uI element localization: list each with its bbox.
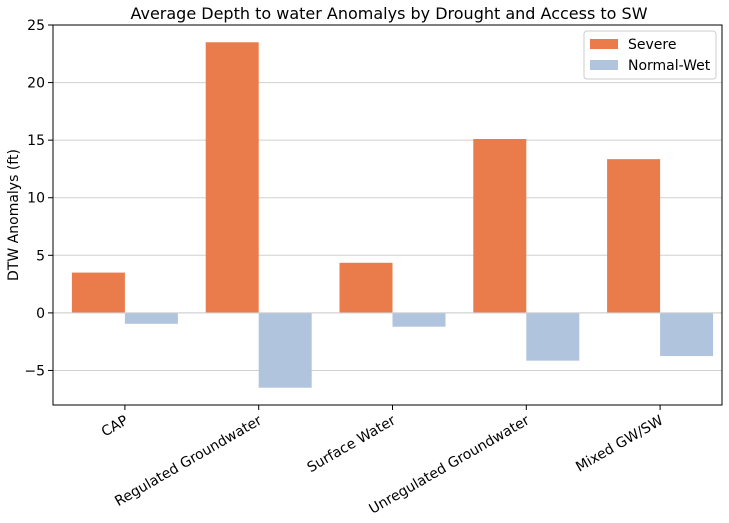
legend-swatch [590, 60, 618, 70]
legend-swatch [590, 39, 618, 49]
plot-frame [52, 24, 723, 406]
x-tick-label: Regulated Groundwater [112, 412, 265, 509]
bar-normal-wet [124, 312, 178, 324]
y-tick-label: −5 [24, 363, 45, 379]
bar-normal-wet [392, 312, 446, 327]
bar-severe [339, 262, 393, 313]
x-tick-label: Surface Water [305, 412, 399, 476]
bar-severe [205, 42, 259, 313]
bar-severe [607, 159, 661, 313]
x-tick-label: CAP [99, 413, 131, 441]
bar-severe [71, 272, 125, 313]
legend-label: Severe [628, 37, 676, 53]
y-tick-label: 0 [36, 306, 45, 322]
y-tick-label: 25 [27, 18, 45, 34]
chart-title: Average Depth to water Anomalys by Droug… [130, 4, 647, 23]
y-tick-label: 5 [36, 248, 45, 264]
y-tick-label: 20 [27, 76, 45, 92]
bar-normal-wet [660, 312, 714, 357]
bar-normal-wet [526, 312, 580, 361]
legend-label: Normal-Wet [628, 58, 711, 74]
x-tick-label: Mixed GW/SW [573, 413, 666, 476]
y-tick-label: 10 [27, 191, 45, 207]
bars [71, 42, 714, 388]
y-tick-label: 15 [27, 133, 45, 149]
y-axis-label: DTW Anomalys (ft) [6, 149, 22, 281]
bar-severe [473, 139, 527, 313]
legend: Severe Normal-Wet [583, 30, 717, 80]
y-axis: −5 0 5 10 15 20 25 [24, 18, 53, 379]
bar-normal-wet [258, 312, 312, 388]
